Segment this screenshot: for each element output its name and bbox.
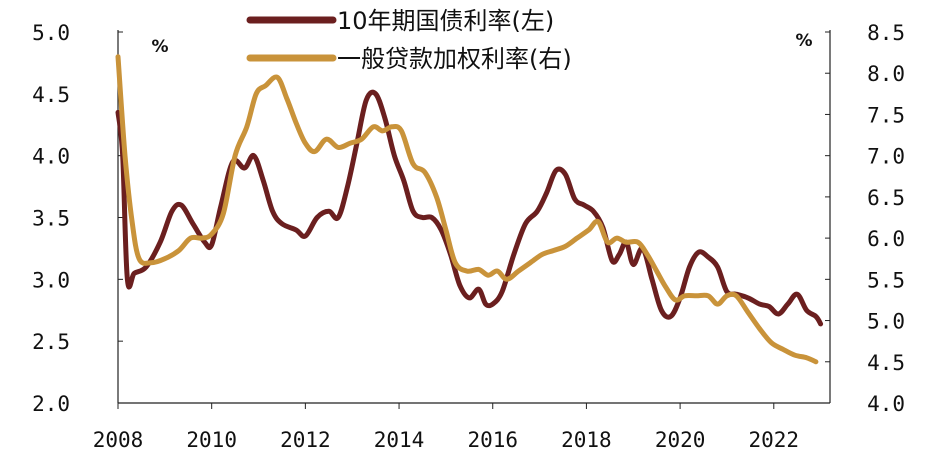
right-y-tick-label: 7.5 <box>867 103 905 127</box>
left-y-tick-label: 4.0 <box>32 145 70 169</box>
axes-layer <box>117 30 831 409</box>
legend: 10年期国债利率(左) 一般贷款加权利率(右) <box>246 7 572 73</box>
x-tick-label: 2022 <box>749 428 800 452</box>
right-y-tick-label: 5.5 <box>867 268 905 292</box>
x-tick-label: 2016 <box>467 428 518 452</box>
x-tick-label: 2014 <box>374 428 425 452</box>
right-y-tick-label: 5.0 <box>867 310 905 334</box>
x-tick-label: 2010 <box>186 428 237 452</box>
left-y-tick-label: 2.0 <box>32 392 70 416</box>
left-y-tick-label: 5.0 <box>32 21 70 45</box>
left-y-tick-label: 4.5 <box>32 83 70 107</box>
x-tick-label: 2012 <box>280 428 331 452</box>
series-line-loan-rate <box>115 54 819 365</box>
x-tick-label: 2020 <box>655 428 706 452</box>
right-y-tick-label: 6.0 <box>867 227 905 251</box>
x-tick-label: 2008 <box>93 428 144 452</box>
left-y-tick-label: 3.0 <box>32 268 70 292</box>
legend-label: 一般贷款加权利率(右) <box>337 45 572 73</box>
x-tick-label: 2018 <box>561 428 612 452</box>
right-y-tick-label: 4.0 <box>867 392 905 416</box>
left-y-tick-label: 2.5 <box>32 330 70 354</box>
tick-labels-layer: 2.0 2.5 3.0 3.5 4.0 4.5 5.0 4.0 4.5 5.0 5.5 6.0 6.5 7… <box>32 21 905 452</box>
series-layer <box>115 54 824 365</box>
right-y-tick-label: 8.5 <box>867 21 905 45</box>
left-axis-unit: % <box>151 37 168 57</box>
left-y-tick-label: 3.5 <box>32 207 70 231</box>
right-y-tick-label: 6.5 <box>867 186 905 210</box>
right-y-tick-label: 4.5 <box>867 351 905 375</box>
right-axis-unit: % <box>795 31 812 51</box>
right-y-tick-label: 8.0 <box>867 62 905 86</box>
right-y-tick-label: 7.0 <box>867 145 905 169</box>
legend-label: 10年期国债利率(左) <box>337 7 554 35</box>
